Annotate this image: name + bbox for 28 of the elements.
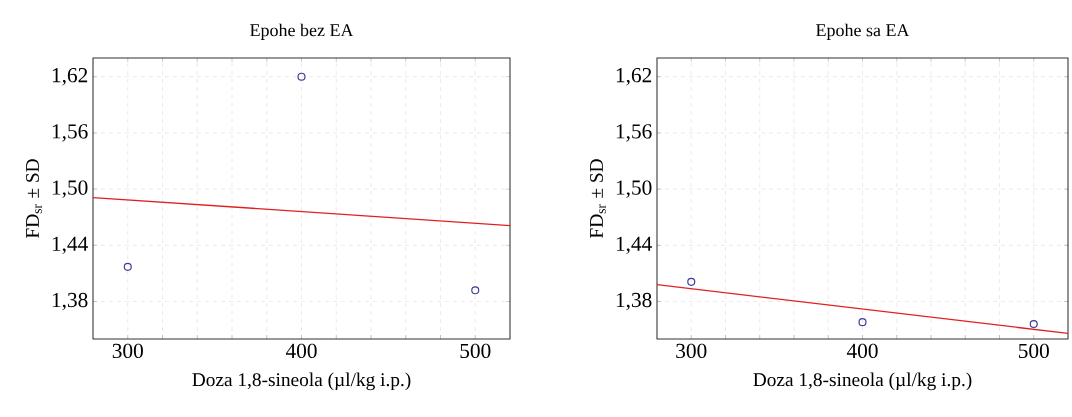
point — [471, 286, 480, 295]
point — [297, 72, 306, 81]
y-axis-title: FD$_{sr}$ ± SD — [589, 159, 606, 238]
y-tick-label: 1,56 — [616, 124, 652, 142]
y-tick-label: 1,56 — [52, 124, 88, 142]
x-axis-title: Doza 1,8-sineola (µl/kg i.p.) — [753, 372, 972, 391]
y-tick-label: 1,62 — [616, 68, 652, 86]
y-tick-label: 1,44 — [52, 236, 88, 254]
y-axis-title: FD$_{sr}$ ± SD — [26, 159, 42, 238]
x-tick-label: 400 — [846, 343, 878, 359]
y-tick-label: 1,38 — [616, 292, 652, 311]
point — [858, 318, 867, 327]
x-tick-label: 500 — [460, 343, 491, 359]
x-tick-label: 300 — [112, 343, 143, 359]
x-axis-title: Doza 1,8-sineola (µl/kg i.p.) — [192, 372, 411, 391]
point — [1029, 319, 1038, 329]
x-tick-label: 500 — [1018, 343, 1049, 359]
x-tick-label: 400 — [285, 343, 317, 359]
y-tick-label: 1,44 — [616, 236, 652, 254]
point — [687, 277, 696, 286]
x-tick-label: 300 — [676, 343, 707, 359]
point — [123, 262, 132, 271]
chart-title: Epohe bez EA — [250, 23, 354, 40]
y-tick-label: 1,38 — [52, 292, 88, 311]
y-tick-label: 1,50 — [52, 180, 88, 198]
y-tick-label: 1,62 — [52, 68, 88, 86]
y-tick-label: 1,50 — [616, 180, 652, 198]
chart-title: Epohe sa EA — [816, 23, 910, 40]
